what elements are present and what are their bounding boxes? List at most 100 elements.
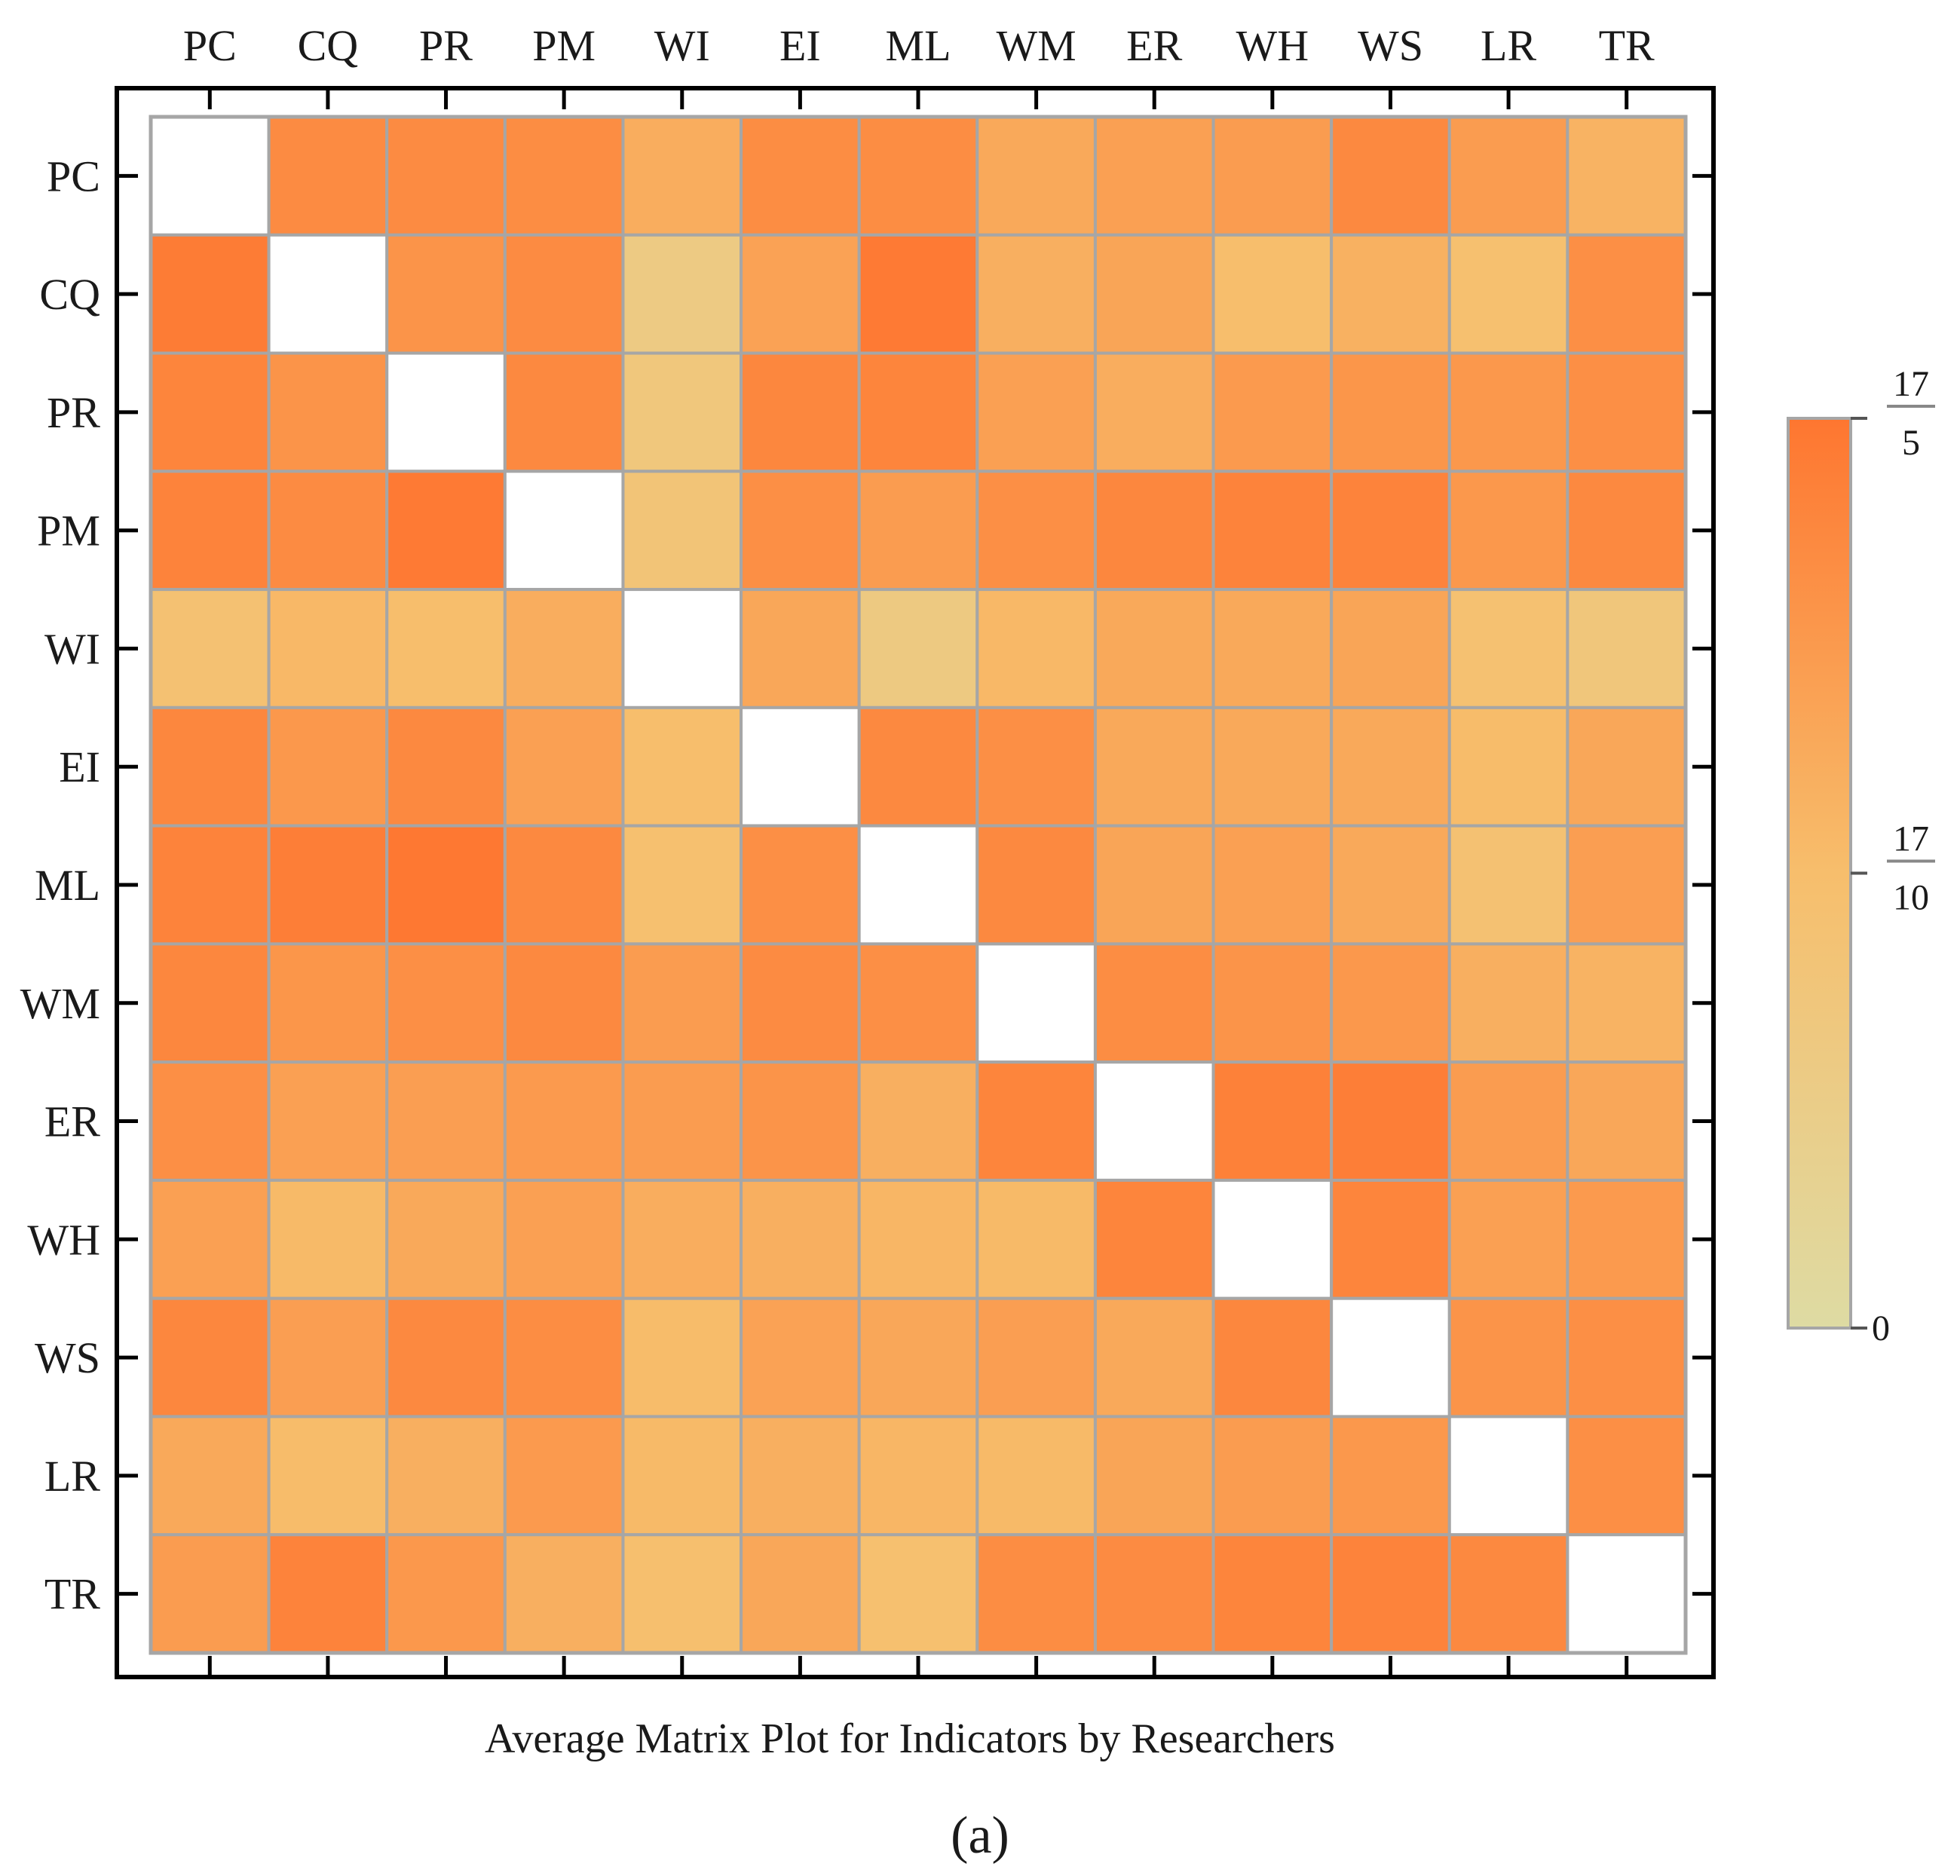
heatmap-cell-PM-WI <box>621 470 743 592</box>
heatmap-cell-TR-CQ <box>267 1533 389 1654</box>
row-label-ER: ER <box>44 1097 100 1146</box>
heatmap-cell-WI-WS <box>1330 588 1451 709</box>
heatmap-cell-WM-TR <box>1566 942 1687 1064</box>
heatmap-cell-TR-LR <box>1447 1533 1570 1654</box>
heatmap-cell-ML-PM <box>503 824 625 946</box>
heatmap-cell-LR-ER <box>1093 1415 1215 1537</box>
column-label-PC: PC <box>183 21 237 70</box>
heatmap-cell-WH-PM <box>503 1178 625 1300</box>
heatmap-cell-ER-ER <box>1093 1060 1215 1182</box>
heatmap-cell-PM-LR <box>1447 470 1570 592</box>
heatmap-cell-PM-WS <box>1330 470 1451 592</box>
column-label-TR: TR <box>1599 21 1655 70</box>
row-label-LR: LR <box>44 1452 100 1501</box>
row-label-PC: PC <box>47 151 100 200</box>
heatmap-cell-PR-ML <box>857 351 979 473</box>
heatmap-cell-PC-PC <box>149 115 271 237</box>
heatmap-cell-CQ-ML <box>857 233 979 355</box>
heatmap-cell-ML-WH <box>1211 824 1334 946</box>
column-label-EI: EI <box>779 21 821 70</box>
heatmap-cell-PR-WI <box>621 351 743 473</box>
column-label-PM: PM <box>532 21 596 70</box>
heatmap-cell-CQ-PM <box>503 233 625 355</box>
heatmap-cell-LR-PC <box>149 1415 271 1537</box>
heatmap-cell-WS-EI <box>740 1296 861 1418</box>
heatmap-cell-PR-LR <box>1447 351 1570 473</box>
heatmap-cell-WM-PC <box>149 942 271 1064</box>
heatmap-cell-WS-WH <box>1211 1296 1334 1418</box>
heatmap-cell-EI-LR <box>1447 705 1570 828</box>
column-labels: PC CQ PR PM WI EI ML WM ER WH WS LR TR <box>183 21 1655 70</box>
heatmap-cell-WI-PR <box>385 588 507 709</box>
heatmap-cell-WI-WI <box>621 588 743 709</box>
plot-frame <box>115 86 1716 1679</box>
heatmap-cell-TR-ML <box>857 1533 979 1654</box>
heatmap-cell-WS-CQ <box>267 1296 389 1418</box>
row-label-EI: EI <box>59 742 100 791</box>
heatmap-cell-WH-CQ <box>267 1178 389 1300</box>
heatmap-cell-WH-ER <box>1093 1178 1215 1300</box>
heatmap-cell-EI-EI <box>740 705 861 828</box>
heatmap-cell-WH-WS <box>1330 1178 1451 1300</box>
heatmap-cell-TR-WH <box>1211 1533 1334 1654</box>
heatmap-cell-PC-WM <box>975 115 1097 237</box>
row-label-WM: WM <box>20 979 100 1028</box>
heatmap-cell-ML-TR <box>1566 824 1687 946</box>
heatmap-cell-WM-ER <box>1093 942 1215 1064</box>
heatmap-cell-PM-EI <box>740 470 861 592</box>
heatmap-cell-LR-WH <box>1211 1415 1334 1537</box>
heatmap-cell-WS-WS <box>1330 1296 1451 1418</box>
heatmap-cell-PC-EI <box>740 115 861 237</box>
row-label-TR: TR <box>44 1570 100 1619</box>
heatmap-cell-EI-WH <box>1211 705 1334 828</box>
heatmap-cell-LR-TR <box>1566 1415 1687 1537</box>
heatmap-cell-PM-ML <box>857 470 979 592</box>
heatmap-cell-LR-CQ <box>267 1415 389 1537</box>
heatmap-cell-PR-ER <box>1093 351 1215 473</box>
row-label-CQ: CQ <box>39 270 100 319</box>
heatmap-cell-WS-LR <box>1447 1296 1570 1418</box>
heatmap-cell-PR-TR <box>1566 351 1687 473</box>
row-label-PR: PR <box>47 388 100 437</box>
heatmap-cell-WI-PM <box>503 588 625 709</box>
row-label-WI: WI <box>44 624 100 673</box>
colorbar-ticks: 0 17 10 17 5 <box>1851 364 1935 1348</box>
heatmap-cell-WH-WM <box>975 1178 1097 1300</box>
heatmap-cell-PC-ML <box>857 115 979 237</box>
heatmap-cell-PC-WS <box>1330 115 1451 237</box>
heatmap-cell-WH-EI <box>740 1178 861 1300</box>
heatmap-cell-WS-PC <box>149 1296 271 1418</box>
heatmap-cell-TR-WI <box>621 1533 743 1654</box>
heatmap-cell-CQ-PR <box>385 233 507 355</box>
heatmap-cell-WI-PC <box>149 588 271 709</box>
heatmap-cell-TR-WM <box>975 1533 1097 1654</box>
heatmap-cell-LR-WM <box>975 1415 1097 1537</box>
heatmap-cell-ER-WI <box>621 1060 743 1182</box>
heatmap-cell-WI-CQ <box>267 588 389 709</box>
heatmap-cell-PC-CQ <box>267 115 389 237</box>
row-labels: PC CQ PR PM WI EI ML WM ER WH WS LR TR <box>20 151 101 1618</box>
heatmap-cell-WI-LR <box>1447 588 1570 709</box>
heatmap-cell-CQ-CQ <box>267 233 389 355</box>
column-label-WM: WM <box>996 21 1076 70</box>
heatmap-cell-ER-LR <box>1447 1060 1570 1182</box>
column-label-PR: PR <box>419 21 473 70</box>
heatmap-cell-LR-WS <box>1330 1415 1451 1537</box>
column-label-WI: WI <box>654 21 710 70</box>
heatmap-cell-WS-ML <box>857 1296 979 1418</box>
row-label-PM: PM <box>37 506 100 555</box>
heatmap-cell-LR-PM <box>503 1415 625 1537</box>
heatmap-cell-ML-ML <box>857 824 979 946</box>
heatmap-cell-CQ-WS <box>1330 233 1451 355</box>
heatmap-cell-TR-PC <box>149 1533 271 1654</box>
heatmap-cell-LR-ML <box>857 1415 979 1537</box>
heatmap-cell-CQ-WI <box>621 233 743 355</box>
heatmap-cell-ER-PM <box>503 1060 625 1182</box>
heatmap-cell-PM-WM <box>975 470 1097 592</box>
heatmap-cell-WM-ML <box>857 942 979 1064</box>
heatmap-cell-PC-ER <box>1093 115 1215 237</box>
heatmap-cell-PR-PC <box>149 351 271 473</box>
heatmap-cell-PM-WH <box>1211 470 1334 592</box>
